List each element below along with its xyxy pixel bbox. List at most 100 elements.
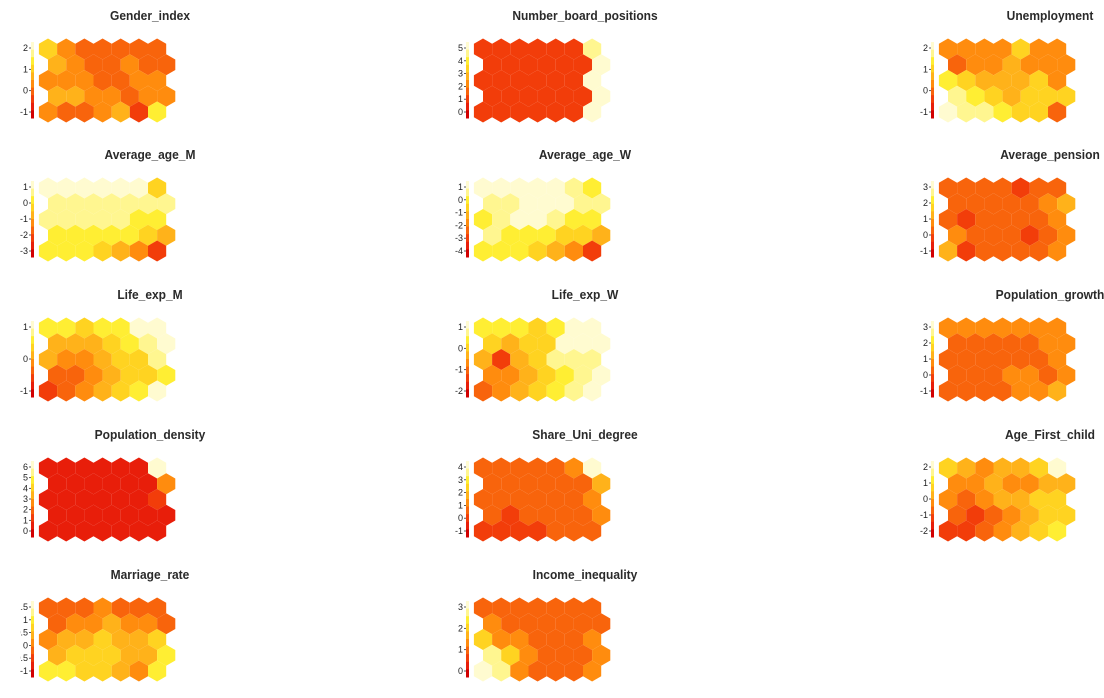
scale-segment — [931, 389, 934, 398]
scale-tick-label: 0 — [23, 640, 28, 650]
hex-cell — [592, 193, 611, 215]
hex-cell — [555, 644, 574, 666]
scale-segment — [466, 468, 469, 477]
scale-segment — [931, 95, 934, 104]
scale-tick-label: 1 — [923, 478, 928, 488]
hex-cell — [157, 54, 176, 76]
hex-cell — [528, 70, 547, 91]
scale-segment — [931, 381, 934, 390]
hex-cell — [93, 457, 112, 479]
scale-tick-label: 0 — [23, 198, 28, 208]
scale-tick-label: 0 — [458, 343, 463, 353]
hex-cell — [1048, 380, 1067, 402]
hex-cell — [957, 489, 976, 510]
hex-cell — [111, 457, 130, 479]
hex-cell — [984, 364, 1003, 386]
panel-title: Average_pension — [1000, 147, 1100, 163]
hex-cell — [148, 629, 167, 650]
scale-tick-label: 2 — [23, 505, 28, 515]
hex-cell — [473, 457, 493, 479]
hex-cell — [993, 380, 1012, 402]
hex-cell — [93, 520, 112, 542]
hex-cell — [1011, 70, 1030, 91]
scale-tick-label: 3 — [23, 494, 28, 504]
hex-cell — [102, 504, 121, 526]
scale-tick-label: 1 — [23, 615, 28, 625]
scale-segment — [466, 351, 469, 360]
scale-segment — [31, 336, 34, 345]
hex-cell — [1011, 101, 1030, 123]
hex-cell — [492, 101, 511, 123]
panel-title: Unemployment — [1006, 8, 1094, 24]
scale-segment — [31, 95, 34, 104]
hex-cell — [1048, 317, 1067, 339]
hex-cell — [473, 489, 493, 510]
hex-cell — [483, 85, 502, 107]
hex-cell — [57, 38, 76, 60]
scale-segment — [466, 188, 469, 197]
hex-cell — [129, 597, 148, 619]
hex-cell — [564, 380, 583, 402]
scale-segment — [466, 203, 469, 212]
hex-cell — [148, 177, 167, 199]
hex-cell — [1020, 504, 1039, 526]
hex-cell — [938, 520, 958, 542]
scale-tick-label: 1 — [458, 182, 463, 192]
hex-cell — [592, 644, 611, 666]
scale-tick-label: -1 — [920, 246, 928, 256]
scale-segment — [31, 499, 34, 508]
hex-cell — [546, 660, 565, 682]
hex-cell — [573, 644, 593, 666]
scale-segment — [931, 468, 934, 477]
hex-cell — [75, 489, 94, 510]
hex-cell — [1020, 364, 1039, 386]
hex-cell — [1057, 193, 1076, 215]
scale-tick-label: 0 — [923, 370, 928, 380]
hex-cell — [592, 333, 611, 355]
scale-segment — [466, 64, 469, 73]
scale-tick-label: -2 — [920, 526, 928, 536]
hex-cell — [148, 70, 167, 91]
hex-cell — [1048, 349, 1067, 370]
hex-cell — [501, 504, 520, 526]
hex-cell — [573, 224, 593, 246]
hex-cell — [483, 193, 502, 215]
scale-segment — [466, 328, 469, 337]
hex-cell — [537, 504, 556, 526]
hex-cell — [75, 349, 94, 370]
hex-cell — [564, 209, 583, 230]
hex-cell — [93, 38, 112, 60]
panel-title: Average_age_M — [104, 147, 196, 163]
hex-cell — [501, 613, 520, 635]
hex-cell — [555, 364, 574, 386]
scale-segment — [31, 389, 34, 398]
hex-cell — [1057, 85, 1076, 107]
hex-cell — [148, 209, 167, 230]
heatmap-plot: 2 1 0 -1 — [20, 38, 176, 123]
hex-cell — [528, 457, 547, 479]
hex-cell — [492, 520, 511, 542]
hex-cell — [583, 349, 602, 370]
hex-cell — [75, 209, 94, 230]
hex-cell — [1029, 520, 1048, 542]
scale-segment — [466, 359, 469, 368]
hex-cell — [102, 473, 121, 495]
scale-segment — [31, 529, 34, 538]
hex-cell — [111, 660, 130, 682]
scale-tick-label: 4 — [458, 462, 463, 472]
hex-cell — [583, 629, 602, 650]
hex-cell — [1002, 504, 1021, 526]
panel-title: Share_Uni_degree — [532, 427, 638, 443]
hex-cell — [66, 85, 85, 107]
scale-segment — [31, 57, 34, 66]
scale-tick-label: 2 — [458, 81, 463, 91]
hex-cell — [129, 629, 148, 650]
scale-segment — [31, 366, 34, 375]
hex-cell — [473, 520, 493, 542]
hex-cell — [111, 489, 130, 510]
hex-cell — [38, 489, 58, 510]
scale-segment — [931, 476, 934, 485]
hex-cell — [84, 644, 103, 666]
scale-segment — [31, 476, 34, 485]
scale-segment — [31, 80, 34, 89]
